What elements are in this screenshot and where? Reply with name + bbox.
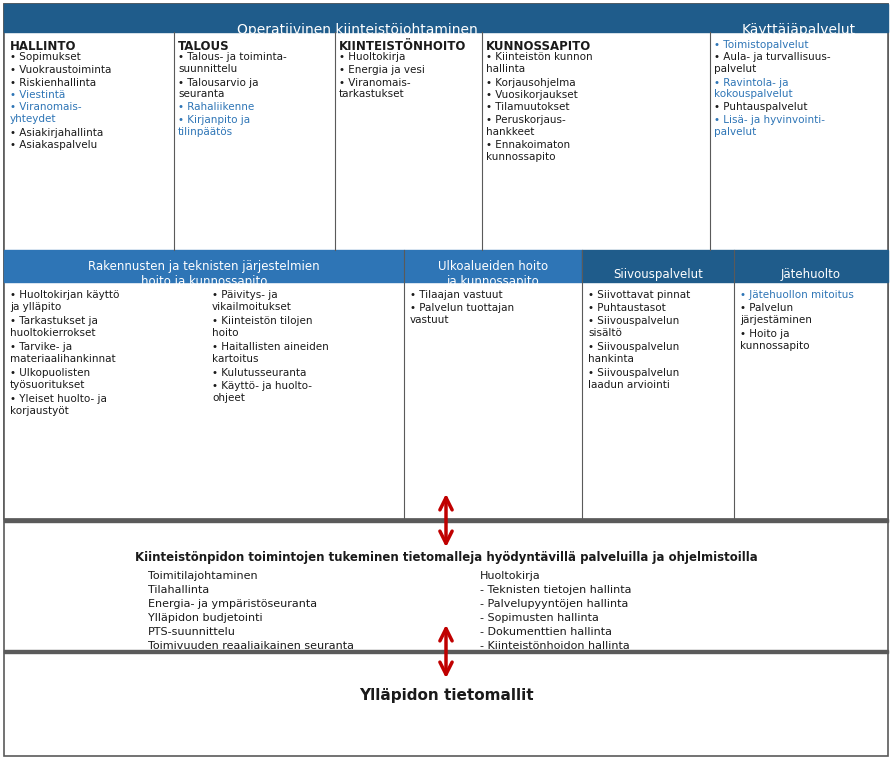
Text: • Ulkopuolisten
työsuoritukset: • Ulkopuolisten työsuoritukset — [10, 368, 90, 390]
Text: Ulkoalueiden hoito
ja kunnossapito: Ulkoalueiden hoito ja kunnossapito — [438, 260, 548, 288]
Text: • Korjausohjelma: • Korjausohjelma — [486, 78, 575, 87]
Text: Huoltokirja: Huoltokirja — [480, 571, 541, 581]
Text: Toimivuuden reaaliaikainen seuranta: Toimivuuden reaaliaikainen seuranta — [148, 641, 354, 651]
Text: • Siivouspalvelun
sisältö: • Siivouspalvelun sisältö — [588, 316, 679, 337]
Text: • Jätehuollon mitoitus: • Jätehuollon mitoitus — [740, 290, 854, 300]
Text: • Lisä- ja hyvinvointi-
palvelut: • Lisä- ja hyvinvointi- palvelut — [714, 115, 825, 137]
Text: Rakennusten ja teknisten järjestelmien
hoito ja kunnossapito: Rakennusten ja teknisten järjestelmien h… — [88, 260, 320, 288]
Bar — [4, 250, 404, 282]
Text: - Dokumenttien hallinta: - Dokumenttien hallinta — [480, 627, 612, 637]
Text: • Tarvike- ja
materiaalihankinnat: • Tarvike- ja materiaalihankinnat — [10, 342, 116, 363]
Text: Energia- ja ympäristöseuranta: Energia- ja ympäristöseuranta — [148, 599, 318, 609]
Text: • Aula- ja turvallisuus-
palvelut: • Aula- ja turvallisuus- palvelut — [714, 52, 830, 74]
Text: • Puhtaustasot: • Puhtaustasot — [588, 303, 665, 313]
Text: • Siivouspalvelun
laadun arviointi: • Siivouspalvelun laadun arviointi — [588, 368, 679, 390]
Text: Tilahallinta: Tilahallinta — [148, 585, 210, 595]
Bar — [404, 250, 582, 282]
Text: • Yleiset huolto- ja
korjaustyöt: • Yleiset huolto- ja korjaustyöt — [10, 394, 107, 416]
Text: • Haitallisten aineiden
kartoitus: • Haitallisten aineiden kartoitus — [212, 342, 329, 363]
Text: • Hoito ja
kunnossapito: • Hoito ja kunnossapito — [740, 329, 810, 350]
Text: • Tilaajan vastuut: • Tilaajan vastuut — [410, 290, 502, 300]
Text: KIINTEISTÖNHOITO: KIINTEISTÖNHOITO — [339, 40, 467, 53]
Text: • Toimistopalvelut: • Toimistopalvelut — [714, 40, 808, 50]
Text: • Siivottavat pinnat: • Siivottavat pinnat — [588, 290, 690, 300]
Text: • Käyttö- ja huolto-
ohjeet: • Käyttö- ja huolto- ohjeet — [212, 381, 312, 403]
Text: • Vuosikorjaukset: • Vuosikorjaukset — [486, 90, 578, 100]
Bar — [4, 650, 888, 653]
Text: • Huoltokirjan käyttö
ja ylläpito: • Huoltokirjan käyttö ja ylläpito — [10, 290, 120, 312]
Text: • Asiakaspalvelu: • Asiakaspalvelu — [10, 140, 97, 150]
Text: Siivouspalvelut: Siivouspalvelut — [613, 268, 703, 281]
Text: Toimitilajohtaminen: Toimitilajohtaminen — [148, 571, 258, 581]
Text: • Kulutusseuranta: • Kulutusseuranta — [212, 368, 306, 378]
Bar — [4, 4, 888, 519]
Text: - Palvelupyyntöjen hallinta: - Palvelupyyntöjen hallinta — [480, 599, 628, 609]
Text: • Palvelun tuottajan
vastuut: • Palvelun tuottajan vastuut — [410, 303, 514, 325]
Text: Kiinteistönpidon toimintojen tukeminen tietomalleja hyödyntävillä palveluilla ja: Kiinteistönpidon toimintojen tukeminen t… — [135, 551, 757, 564]
Text: Operatiivinen kiinteistöjohtaminen: Operatiivinen kiinteistöjohtaminen — [236, 23, 477, 37]
Text: • Päivitys- ja
vikailmoitukset: • Päivitys- ja vikailmoitukset — [212, 290, 292, 312]
Text: • Tarkastukset ja
huoltokierrokset: • Tarkastukset ja huoltokierrokset — [10, 316, 98, 337]
Text: HALLINTO: HALLINTO — [10, 40, 77, 53]
Text: - Sopimusten hallinta: - Sopimusten hallinta — [480, 613, 599, 623]
Text: Jätehuolto: Jätehuolto — [781, 268, 841, 281]
Text: TALOUS: TALOUS — [178, 40, 229, 53]
Text: • Siivouspalvelun
hankinta: • Siivouspalvelun hankinta — [588, 342, 679, 363]
Text: Käyttäjäpalvelut: Käyttäjäpalvelut — [742, 23, 856, 37]
Text: • Asiakirjahallinta: • Asiakirjahallinta — [10, 128, 103, 138]
Text: • Kiinteistön kunnon
hallinta: • Kiinteistön kunnon hallinta — [486, 52, 592, 74]
Text: • Puhtauspalvelut: • Puhtauspalvelut — [714, 103, 807, 112]
Text: • Ravintola- ja
kokouspalvelut: • Ravintola- ja kokouspalvelut — [714, 78, 793, 99]
Text: • Talous- ja toiminta-
suunnittelu: • Talous- ja toiminta- suunnittelu — [178, 52, 286, 74]
Text: • Kirjanpito ja
tilinpäätös: • Kirjanpito ja tilinpäätös — [178, 115, 250, 137]
Text: • Energia ja vesi: • Energia ja vesi — [339, 65, 425, 75]
Text: - Teknisten tietojen hallinta: - Teknisten tietojen hallinta — [480, 585, 632, 595]
Text: - Kiinteistönhoidon hallinta: - Kiinteistönhoidon hallinta — [480, 641, 630, 651]
Text: • Viestintä: • Viestintä — [10, 90, 65, 100]
Text: • Tilamuutokset: • Tilamuutokset — [486, 103, 569, 112]
Text: • Viranomais-
yhteydet: • Viranomais- yhteydet — [10, 103, 82, 124]
Text: • Vuokraustoiminta: • Vuokraustoiminta — [10, 65, 112, 75]
Text: PTS-suunnittelu: PTS-suunnittelu — [148, 627, 235, 637]
Text: • Huoltokirja: • Huoltokirja — [339, 52, 405, 62]
Bar — [4, 519, 888, 522]
Bar — [4, 4, 710, 32]
Text: • Rahaliikenne: • Rahaliikenne — [178, 103, 254, 112]
Text: Ylläpidon tietomallit: Ylläpidon tietomallit — [359, 688, 533, 703]
Text: • Sopimukset: • Sopimukset — [10, 52, 81, 62]
Text: • Talousarvio ja
seuranta: • Talousarvio ja seuranta — [178, 78, 259, 99]
Text: • Riskienhallinta: • Riskienhallinta — [10, 78, 96, 87]
Text: Ylläpidon budjetointi: Ylläpidon budjetointi — [148, 613, 262, 623]
Text: • Kiinteistön tilojen
hoito: • Kiinteistön tilojen hoito — [212, 316, 312, 337]
Text: • Palvelun
järjestäminen: • Palvelun järjestäminen — [740, 303, 812, 325]
Text: • Ennakoimaton
kunnossapito: • Ennakoimaton kunnossapito — [486, 140, 570, 162]
Text: • Peruskorjaus-
hankkeet: • Peruskorjaus- hankkeet — [486, 115, 566, 137]
Bar — [734, 250, 888, 282]
Text: KUNNOSSAPITO: KUNNOSSAPITO — [486, 40, 591, 53]
Bar — [582, 250, 734, 282]
Text: • Viranomais-
tarkastukset: • Viranomais- tarkastukset — [339, 78, 410, 99]
Bar — [710, 4, 888, 32]
